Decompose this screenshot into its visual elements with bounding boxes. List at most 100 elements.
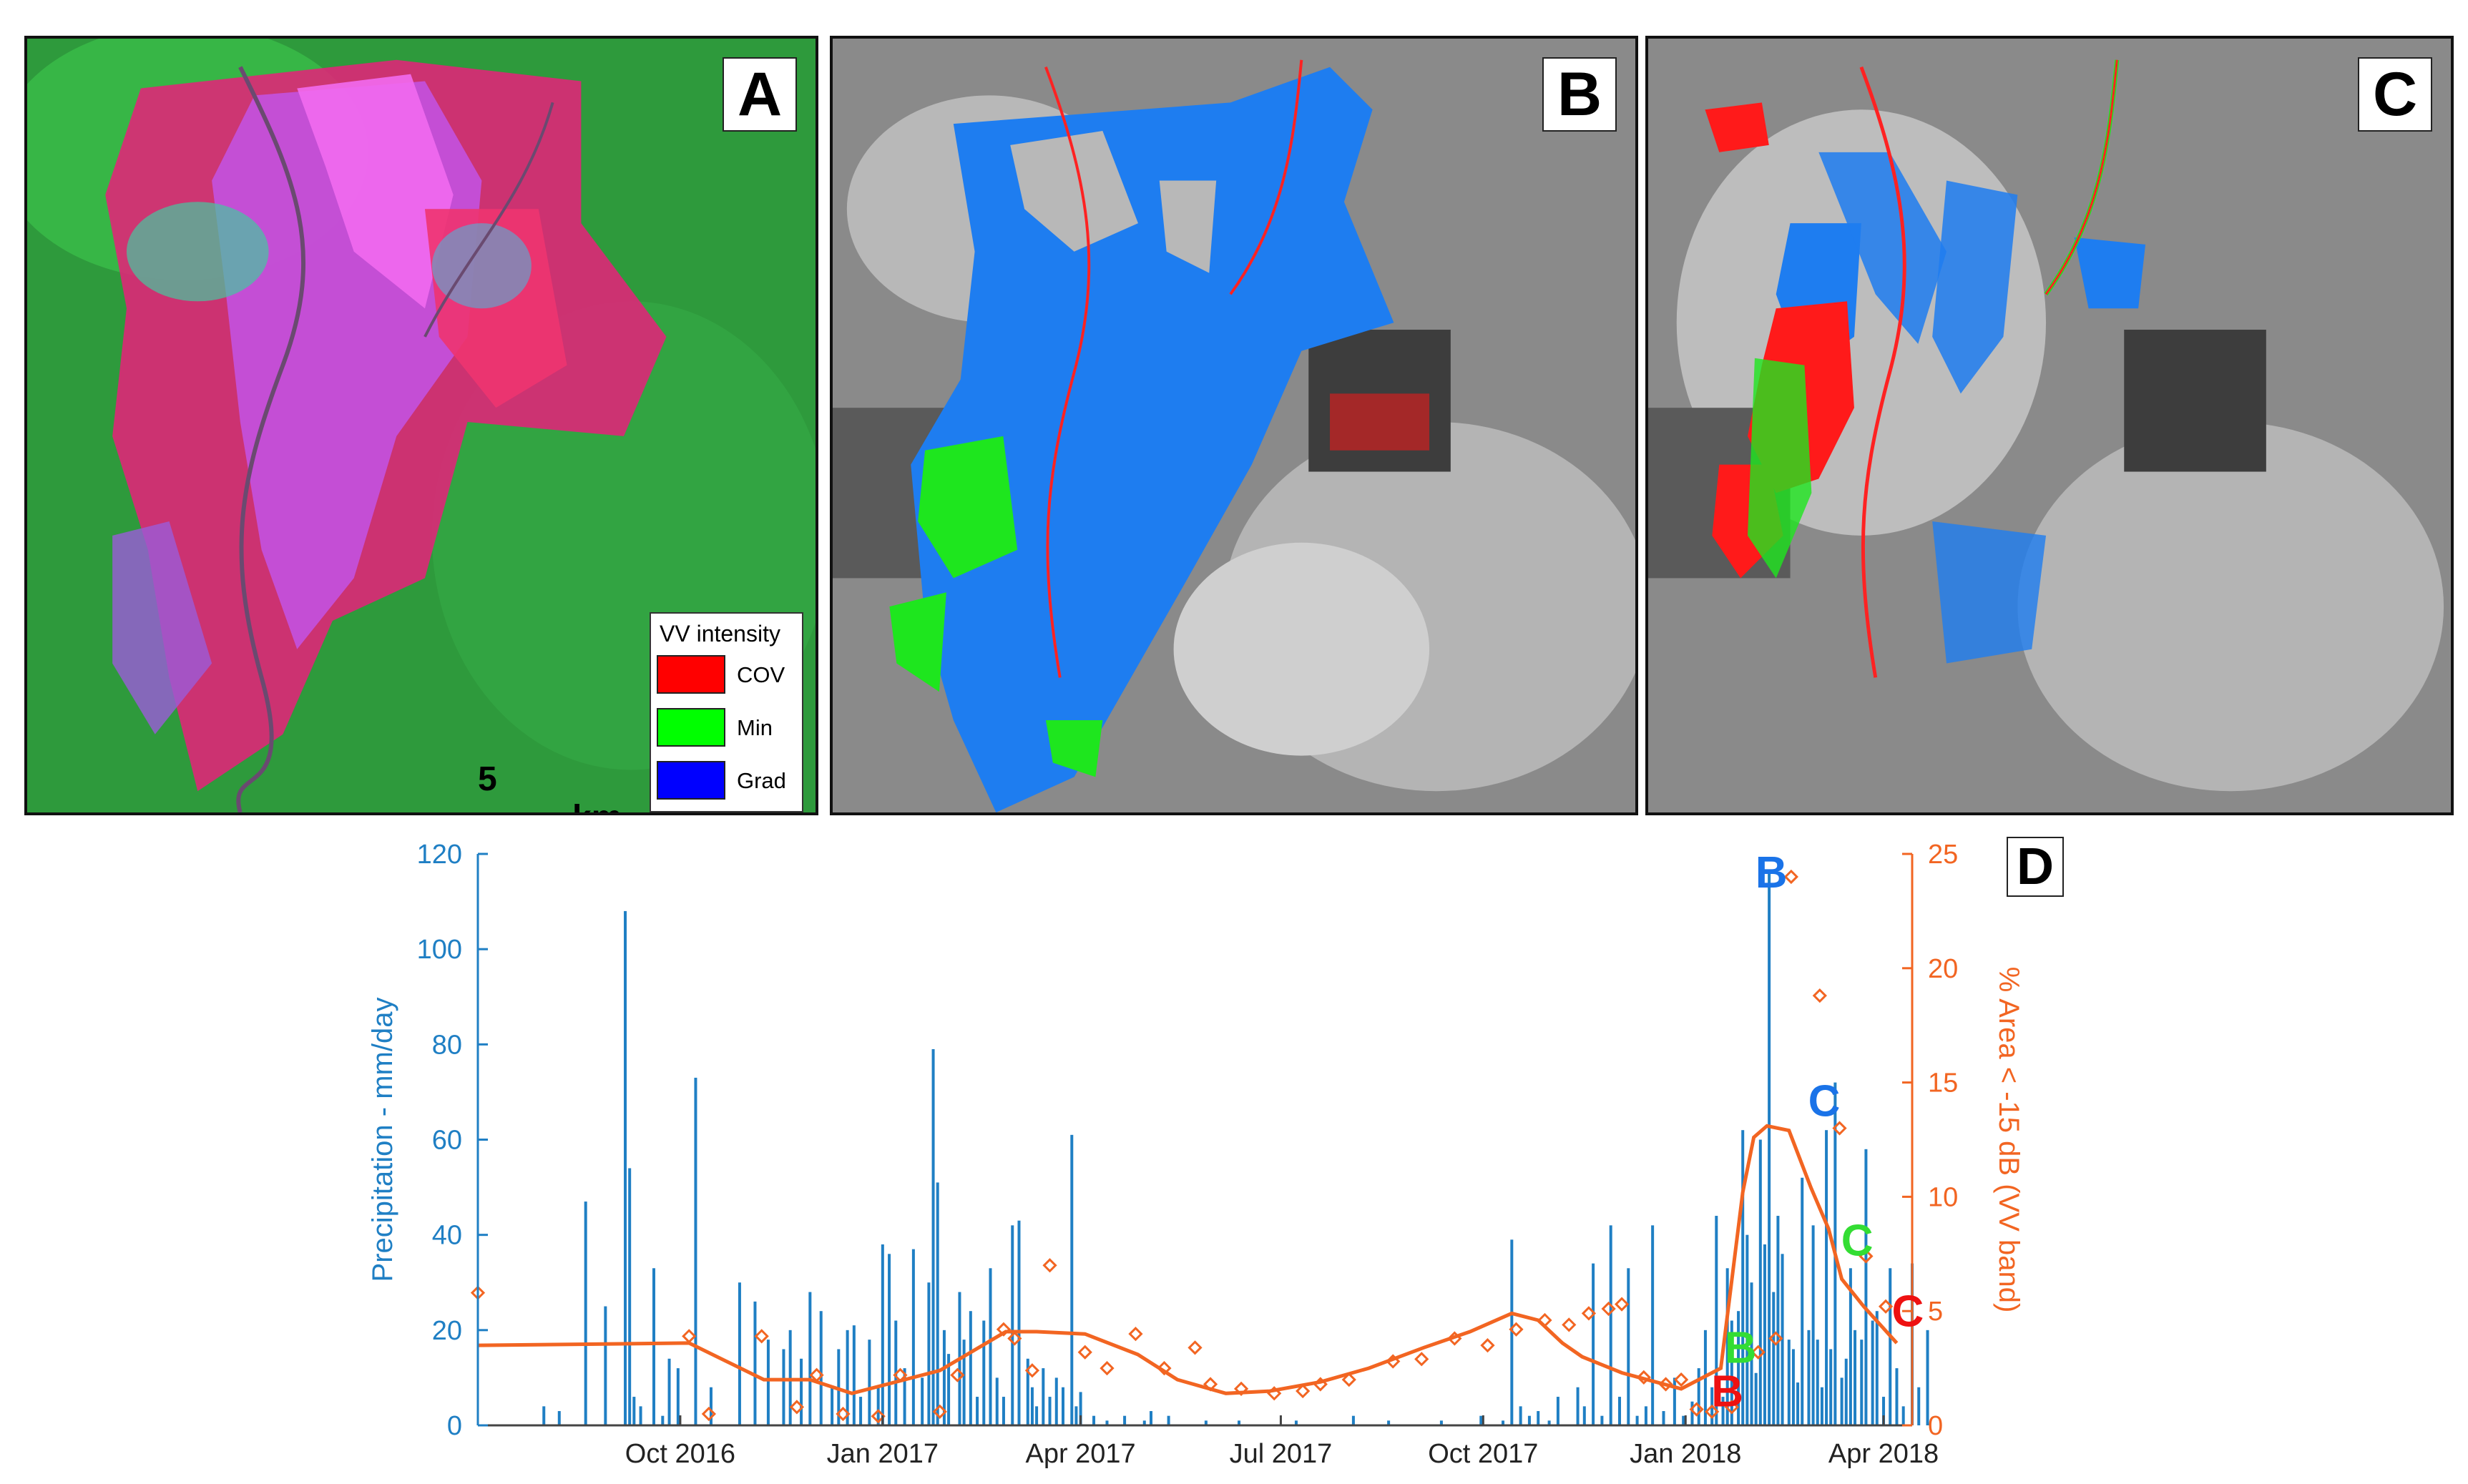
precip-bar	[1527, 1415, 1531, 1425]
precip-bar	[1889, 1268, 1892, 1425]
precip-bar	[1576, 1387, 1580, 1425]
precip-bar	[881, 1244, 884, 1425]
precip-bar	[1840, 1377, 1843, 1425]
x-tick-label: Apr 2018	[1828, 1439, 1939, 1469]
precip-bar	[808, 1292, 812, 1425]
precip-bar	[1745, 1234, 1749, 1425]
precip-bar	[1204, 1420, 1208, 1425]
area-point	[701, 1406, 717, 1422]
precip-bar	[1725, 1268, 1729, 1425]
area-point	[1203, 1377, 1218, 1392]
area-point	[1267, 1386, 1282, 1401]
precip-bar	[1854, 1330, 1857, 1425]
area-point	[871, 1409, 886, 1424]
area-point	[1100, 1360, 1115, 1376]
precip-bar	[1042, 1368, 1045, 1425]
precip-bar	[989, 1268, 992, 1425]
precip-bar	[903, 1368, 906, 1425]
x-tick-label: Oct 2016	[625, 1439, 735, 1469]
legend-label: COV	[737, 662, 785, 687]
precip-bar	[753, 1301, 757, 1425]
precip-bar	[1697, 1368, 1700, 1425]
area-point	[1562, 1317, 1577, 1332]
precip-bar	[1776, 1216, 1780, 1425]
area-point	[1673, 1372, 1689, 1387]
annotation-letter: C	[1891, 1287, 1924, 1336]
precip-bar	[1895, 1368, 1899, 1425]
area-point	[1705, 1404, 1720, 1419]
precip-bar	[604, 1306, 607, 1425]
precip-bar	[1829, 1349, 1833, 1425]
precip-bar	[1673, 1377, 1676, 1425]
precip-bar	[1592, 1263, 1595, 1425]
precip-bar	[969, 1311, 972, 1425]
area-point	[1157, 1360, 1172, 1376]
area-point	[893, 1367, 908, 1382]
right-tick-label: 10	[1928, 1182, 1958, 1212]
precip-bar	[1737, 1311, 1740, 1425]
precip-bar	[766, 1340, 770, 1425]
legend-title: VV intensity	[660, 621, 780, 647]
precip-bar	[1048, 1397, 1052, 1425]
area-point	[682, 1329, 697, 1344]
precip-bar	[1142, 1420, 1146, 1425]
precip-bar	[1167, 1415, 1170, 1425]
precip-bar	[1627, 1268, 1630, 1425]
precip-bar	[982, 1320, 986, 1425]
legend-item-min: Min	[657, 708, 800, 748]
precip-bar	[1092, 1415, 1096, 1425]
precip-bar	[868, 1340, 871, 1425]
left-tick-label: 20	[432, 1316, 462, 1346]
rgb-composite-map	[27, 39, 816, 812]
area-point	[1233, 1381, 1249, 1396]
precip-bar	[1662, 1411, 1665, 1425]
area-point	[1414, 1352, 1429, 1367]
legend-label: Min	[737, 715, 773, 740]
precip-bar	[1609, 1225, 1612, 1425]
x-tick-label: Oct 2017	[1428, 1439, 1538, 1469]
precip-bar	[1105, 1420, 1109, 1425]
legend-swatch-green	[657, 708, 725, 747]
left-tick-label: 100	[417, 935, 462, 965]
panel-letter: C	[2358, 57, 2432, 132]
annotation-letter: C	[1841, 1216, 1874, 1265]
precip-bar	[709, 1387, 713, 1425]
area-point	[1480, 1338, 1495, 1353]
x-tick-label: Jan 2017	[827, 1439, 939, 1469]
precip-bar	[888, 1254, 891, 1425]
precip-bar	[1730, 1320, 1733, 1425]
water-extent-map-c	[1648, 39, 2451, 812]
precip-bar	[1721, 1397, 1725, 1425]
area-point	[1509, 1322, 1524, 1337]
precip-bar	[947, 1354, 951, 1425]
precip-bar	[1635, 1415, 1639, 1425]
precip-bar	[1074, 1406, 1078, 1425]
left-axis-title: Precipitation - mm/day	[367, 998, 398, 1282]
precip-bar	[1750, 1282, 1753, 1425]
area-point	[950, 1367, 965, 1382]
area-lines	[477, 1124, 1899, 1395]
area-point	[1689, 1402, 1704, 1417]
precip-bar	[846, 1330, 849, 1425]
precip-bar	[1787, 1340, 1791, 1425]
precip-bar	[942, 1330, 946, 1425]
area-point	[996, 1322, 1012, 1337]
precip-bar	[1807, 1330, 1811, 1425]
precip-bar	[1875, 1311, 1879, 1425]
precip-bar	[859, 1397, 863, 1425]
precip-bar	[1582, 1406, 1586, 1425]
precip-bar	[557, 1411, 561, 1425]
water-extent-map-b	[833, 39, 1635, 812]
precip-bar	[676, 1368, 680, 1425]
area-point	[1614, 1297, 1630, 1312]
area-point	[1447, 1331, 1462, 1346]
precip-bar	[1758, 1139, 1762, 1425]
precip-bar	[1547, 1420, 1551, 1425]
precip-bar	[1011, 1225, 1014, 1425]
precip-bar	[1848, 1268, 1852, 1425]
precip-bar	[1439, 1420, 1443, 1425]
precip-bar	[1811, 1225, 1815, 1425]
area-point	[1007, 1331, 1022, 1346]
precip-bar	[1754, 1372, 1758, 1425]
